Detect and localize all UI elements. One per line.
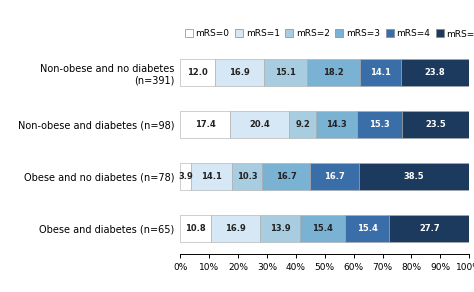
Text: 16.9: 16.9 <box>226 224 246 233</box>
Text: 10.3: 10.3 <box>237 172 257 181</box>
Text: 15.3: 15.3 <box>369 120 390 129</box>
Bar <box>211 215 260 241</box>
Bar <box>180 163 191 190</box>
Text: 18.2: 18.2 <box>323 68 344 77</box>
Bar <box>180 215 211 241</box>
Text: 16.7: 16.7 <box>276 172 296 181</box>
Bar <box>390 215 470 241</box>
Bar <box>345 215 390 241</box>
Bar <box>232 163 262 190</box>
Bar <box>358 163 470 190</box>
Bar <box>401 111 470 138</box>
Bar <box>260 215 301 241</box>
Text: 15.1: 15.1 <box>275 68 296 77</box>
Bar <box>301 215 345 241</box>
Bar <box>310 163 358 190</box>
Text: 27.7: 27.7 <box>419 224 440 233</box>
Text: 38.5: 38.5 <box>404 172 425 181</box>
Bar <box>360 59 401 86</box>
Text: 3.9: 3.9 <box>178 172 193 181</box>
Text: 12.0: 12.0 <box>187 68 208 77</box>
Text: 20.4: 20.4 <box>249 120 270 129</box>
Bar <box>290 111 316 138</box>
Bar <box>180 111 230 138</box>
Text: 10.8: 10.8 <box>185 224 206 233</box>
Bar <box>264 59 307 86</box>
Bar <box>215 59 264 86</box>
Bar <box>401 59 470 86</box>
Legend: mRS=0, mRS=1, mRS=2, mRS=3, mRS=4, mRS=5/6: mRS=0, mRS=1, mRS=2, mRS=3, mRS=4, mRS=5… <box>185 29 474 38</box>
Text: 9.2: 9.2 <box>295 120 310 129</box>
Bar <box>191 163 232 190</box>
Bar <box>262 163 310 190</box>
Text: 23.5: 23.5 <box>425 120 446 129</box>
Text: 14.1: 14.1 <box>370 68 391 77</box>
Text: 16.9: 16.9 <box>229 68 250 77</box>
Text: 23.8: 23.8 <box>425 68 446 77</box>
Bar <box>307 59 360 86</box>
Bar <box>180 59 215 86</box>
Bar <box>230 111 290 138</box>
Text: 15.4: 15.4 <box>357 224 378 233</box>
Text: 13.9: 13.9 <box>270 224 291 233</box>
Text: 15.4: 15.4 <box>312 224 333 233</box>
Text: 14.3: 14.3 <box>326 120 347 129</box>
Text: 17.4: 17.4 <box>195 120 216 129</box>
Bar <box>357 111 401 138</box>
Text: 14.1: 14.1 <box>201 172 222 181</box>
Bar <box>316 111 357 138</box>
Text: 16.7: 16.7 <box>324 172 345 181</box>
